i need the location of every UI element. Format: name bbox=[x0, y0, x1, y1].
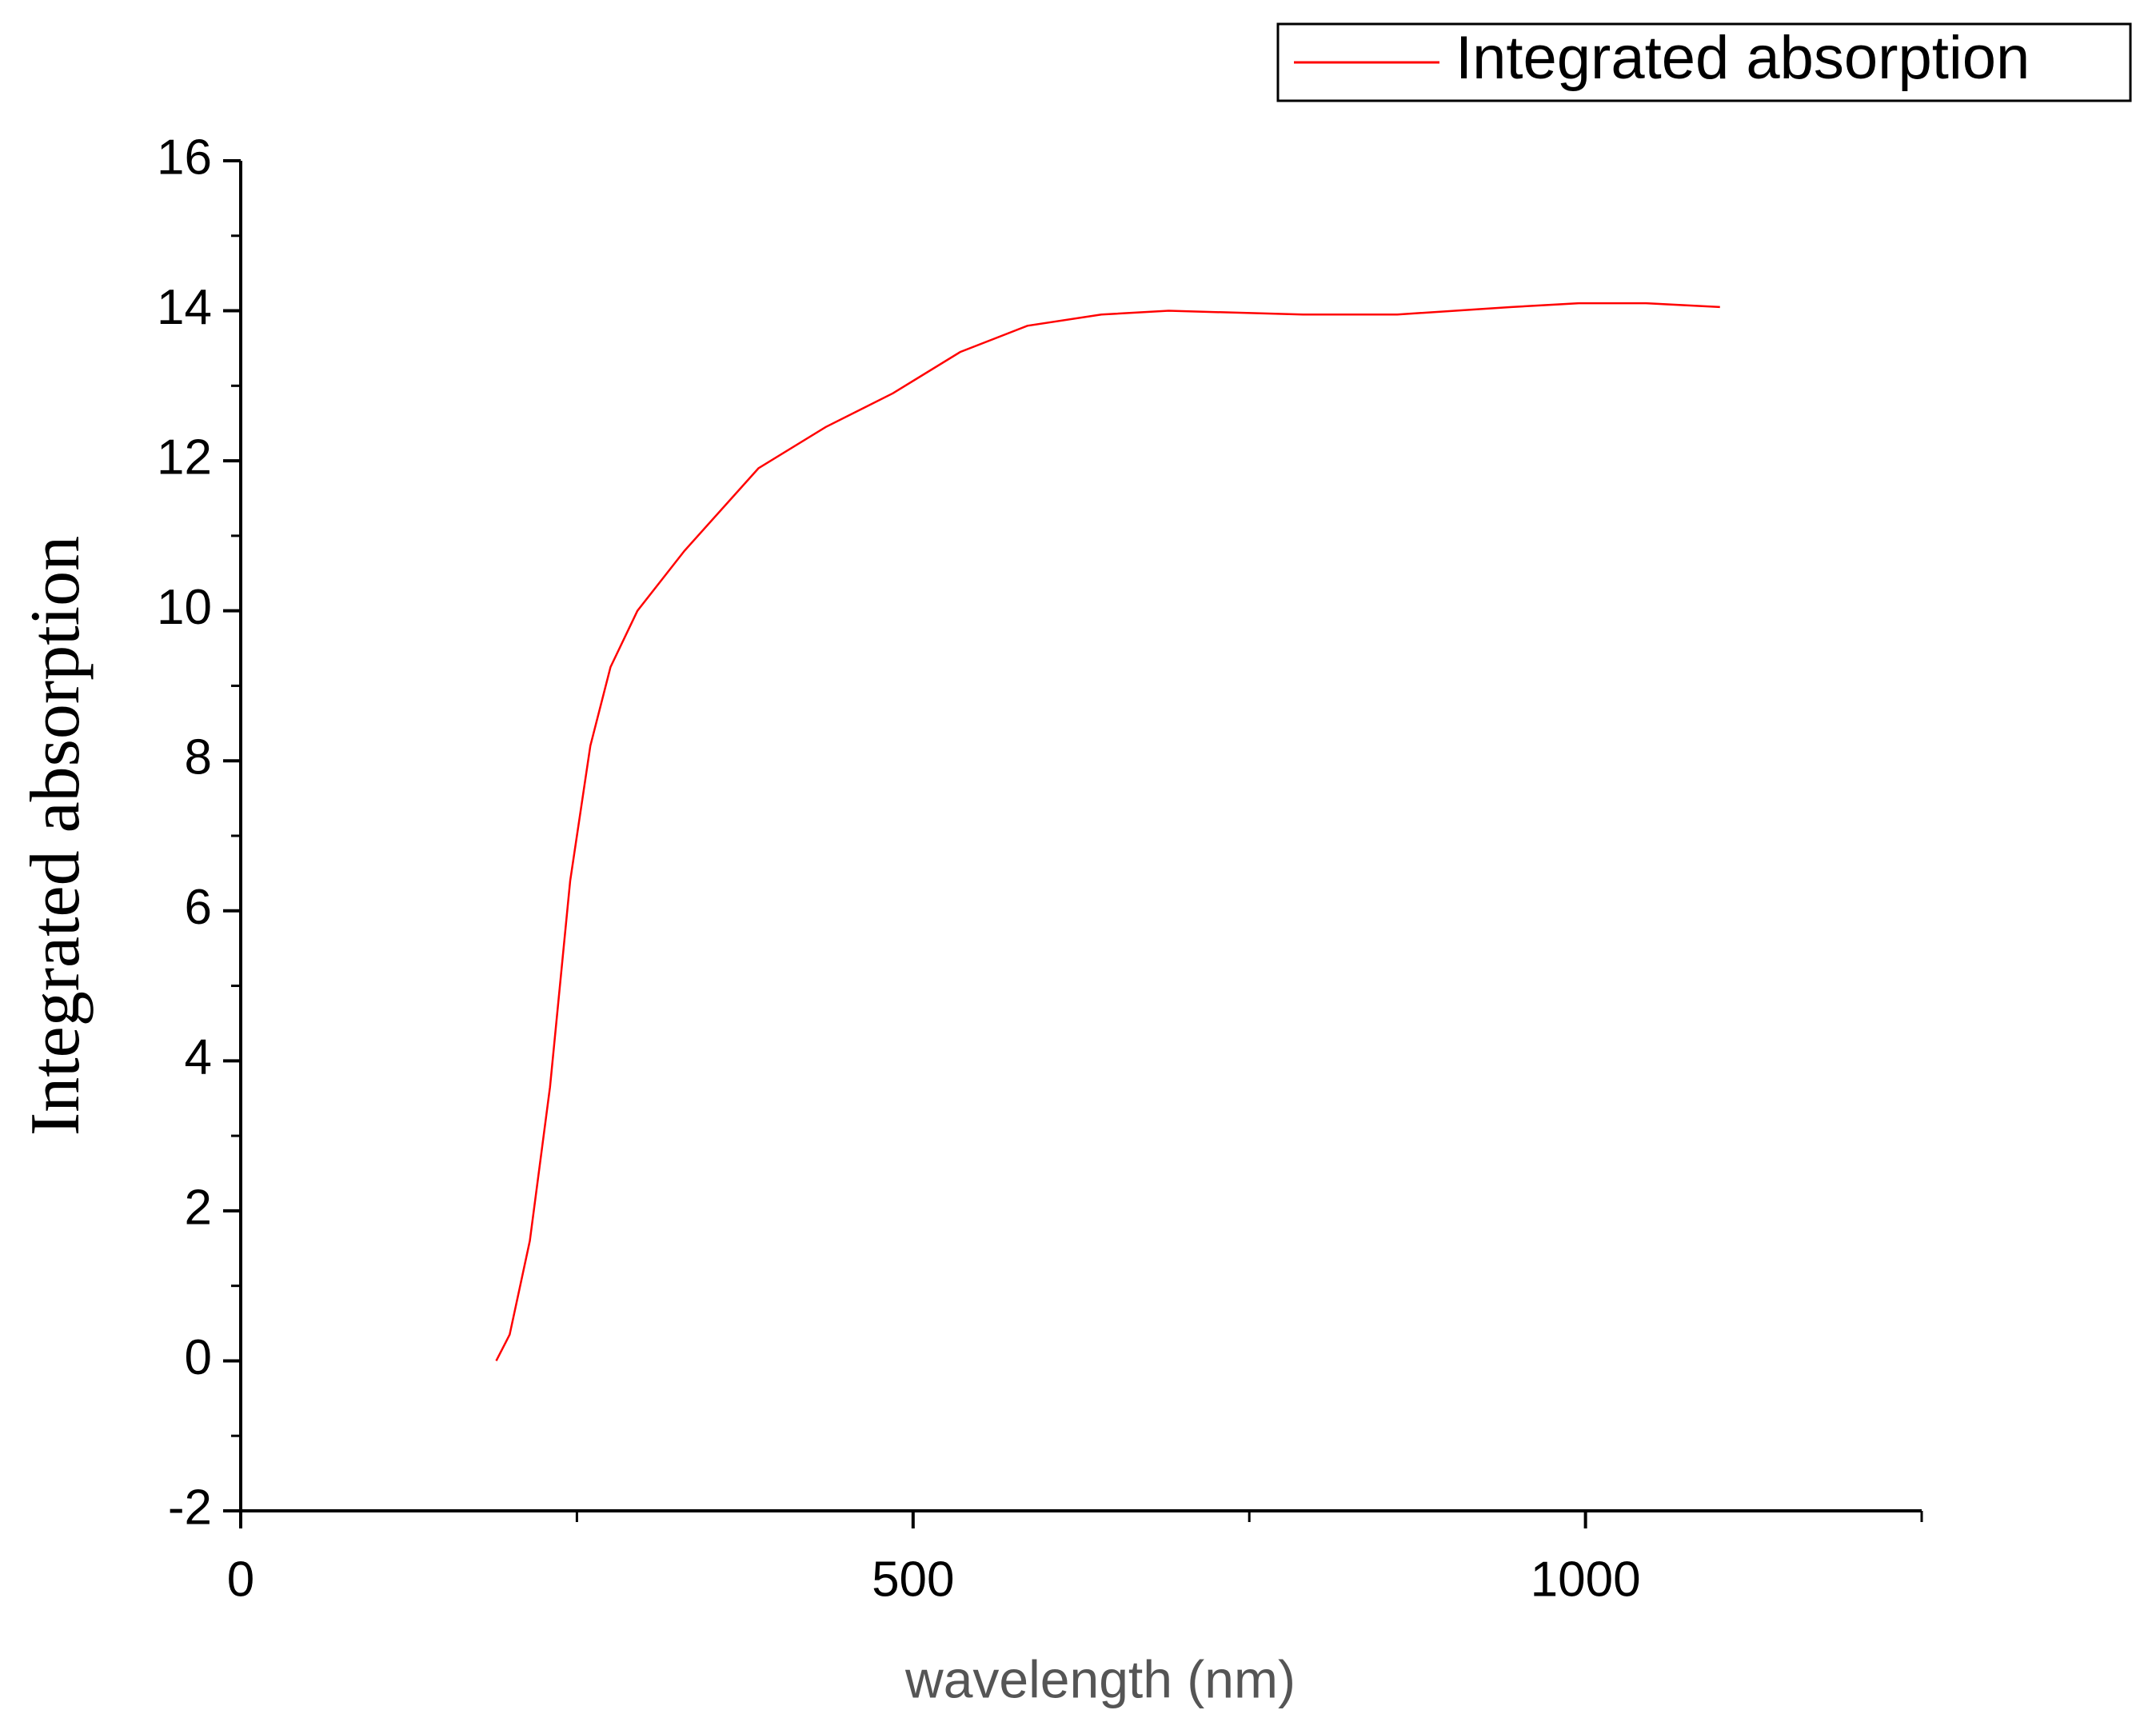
y-tick-label: 6 bbox=[185, 880, 212, 935]
y-axis-label: Integrated absorption bbox=[17, 536, 94, 1136]
x-tick-label: 0 bbox=[227, 1552, 254, 1607]
y-tick-label: 8 bbox=[185, 730, 212, 785]
legend-label: Integrated absorption bbox=[1455, 24, 2030, 92]
line bbox=[495, 302, 1720, 1362]
y-tick-label: 10 bbox=[157, 580, 212, 635]
x-tick-label: 500 bbox=[872, 1552, 954, 1607]
x-axis-label: wavelength (nm) bbox=[904, 1649, 1296, 1708]
y-tick-label: 16 bbox=[157, 130, 212, 185]
x-tick-label: 1000 bbox=[1531, 1552, 1641, 1607]
y-tick-label: 14 bbox=[157, 280, 212, 335]
y-tick-label: 12 bbox=[157, 430, 212, 485]
y-tick-label: -2 bbox=[168, 1480, 212, 1535]
y-tick-label: 4 bbox=[185, 1030, 212, 1085]
y-tick-label: 2 bbox=[185, 1180, 212, 1235]
y-tick-label: 0 bbox=[185, 1330, 212, 1385]
